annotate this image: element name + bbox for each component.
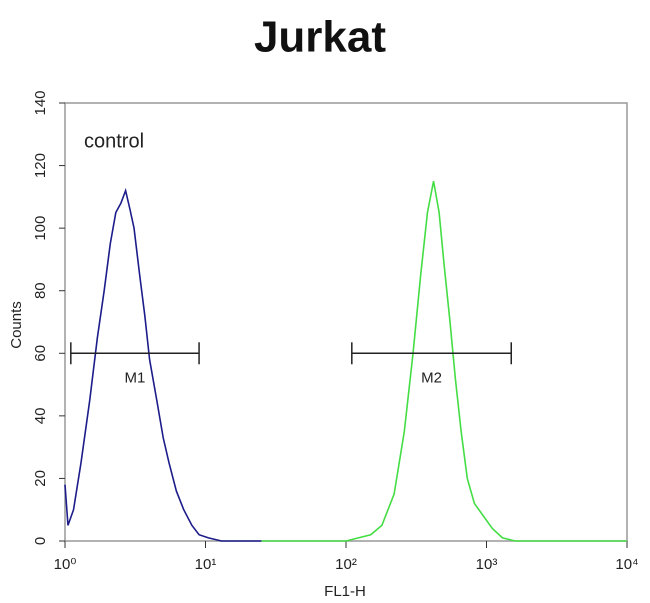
y-tick-label: 40 — [32, 408, 49, 425]
y-tick-label: 20 — [32, 470, 49, 487]
y-tick-label: 80 — [32, 282, 49, 299]
x-tick-label: 10⁴ — [615, 556, 638, 573]
y-tick-label: 0 — [32, 537, 49, 545]
x-tick-label: 10² — [335, 556, 357, 573]
y-axis-label: Counts — [8, 301, 25, 349]
y-tick-label: 140 — [32, 90, 49, 115]
chart-title: Jurkat — [254, 13, 386, 62]
marker-label: M1 — [125, 369, 146, 386]
x-tick-label: 10⁰ — [54, 556, 77, 573]
x-axis-label: FL1-H — [324, 583, 366, 600]
annotation: control — [84, 130, 144, 152]
x-tick-label: 10¹ — [195, 556, 217, 573]
histogram-line — [261, 181, 627, 542]
plot-frame — [64, 102, 628, 542]
y-tick-label: 120 — [32, 153, 49, 178]
marker-label: M2 — [421, 369, 442, 386]
y-tick-label: 60 — [32, 345, 49, 362]
x-tick-label: 10³ — [476, 556, 498, 573]
y-tick-label: 100 — [32, 216, 49, 241]
histogram-line — [64, 187, 262, 542]
